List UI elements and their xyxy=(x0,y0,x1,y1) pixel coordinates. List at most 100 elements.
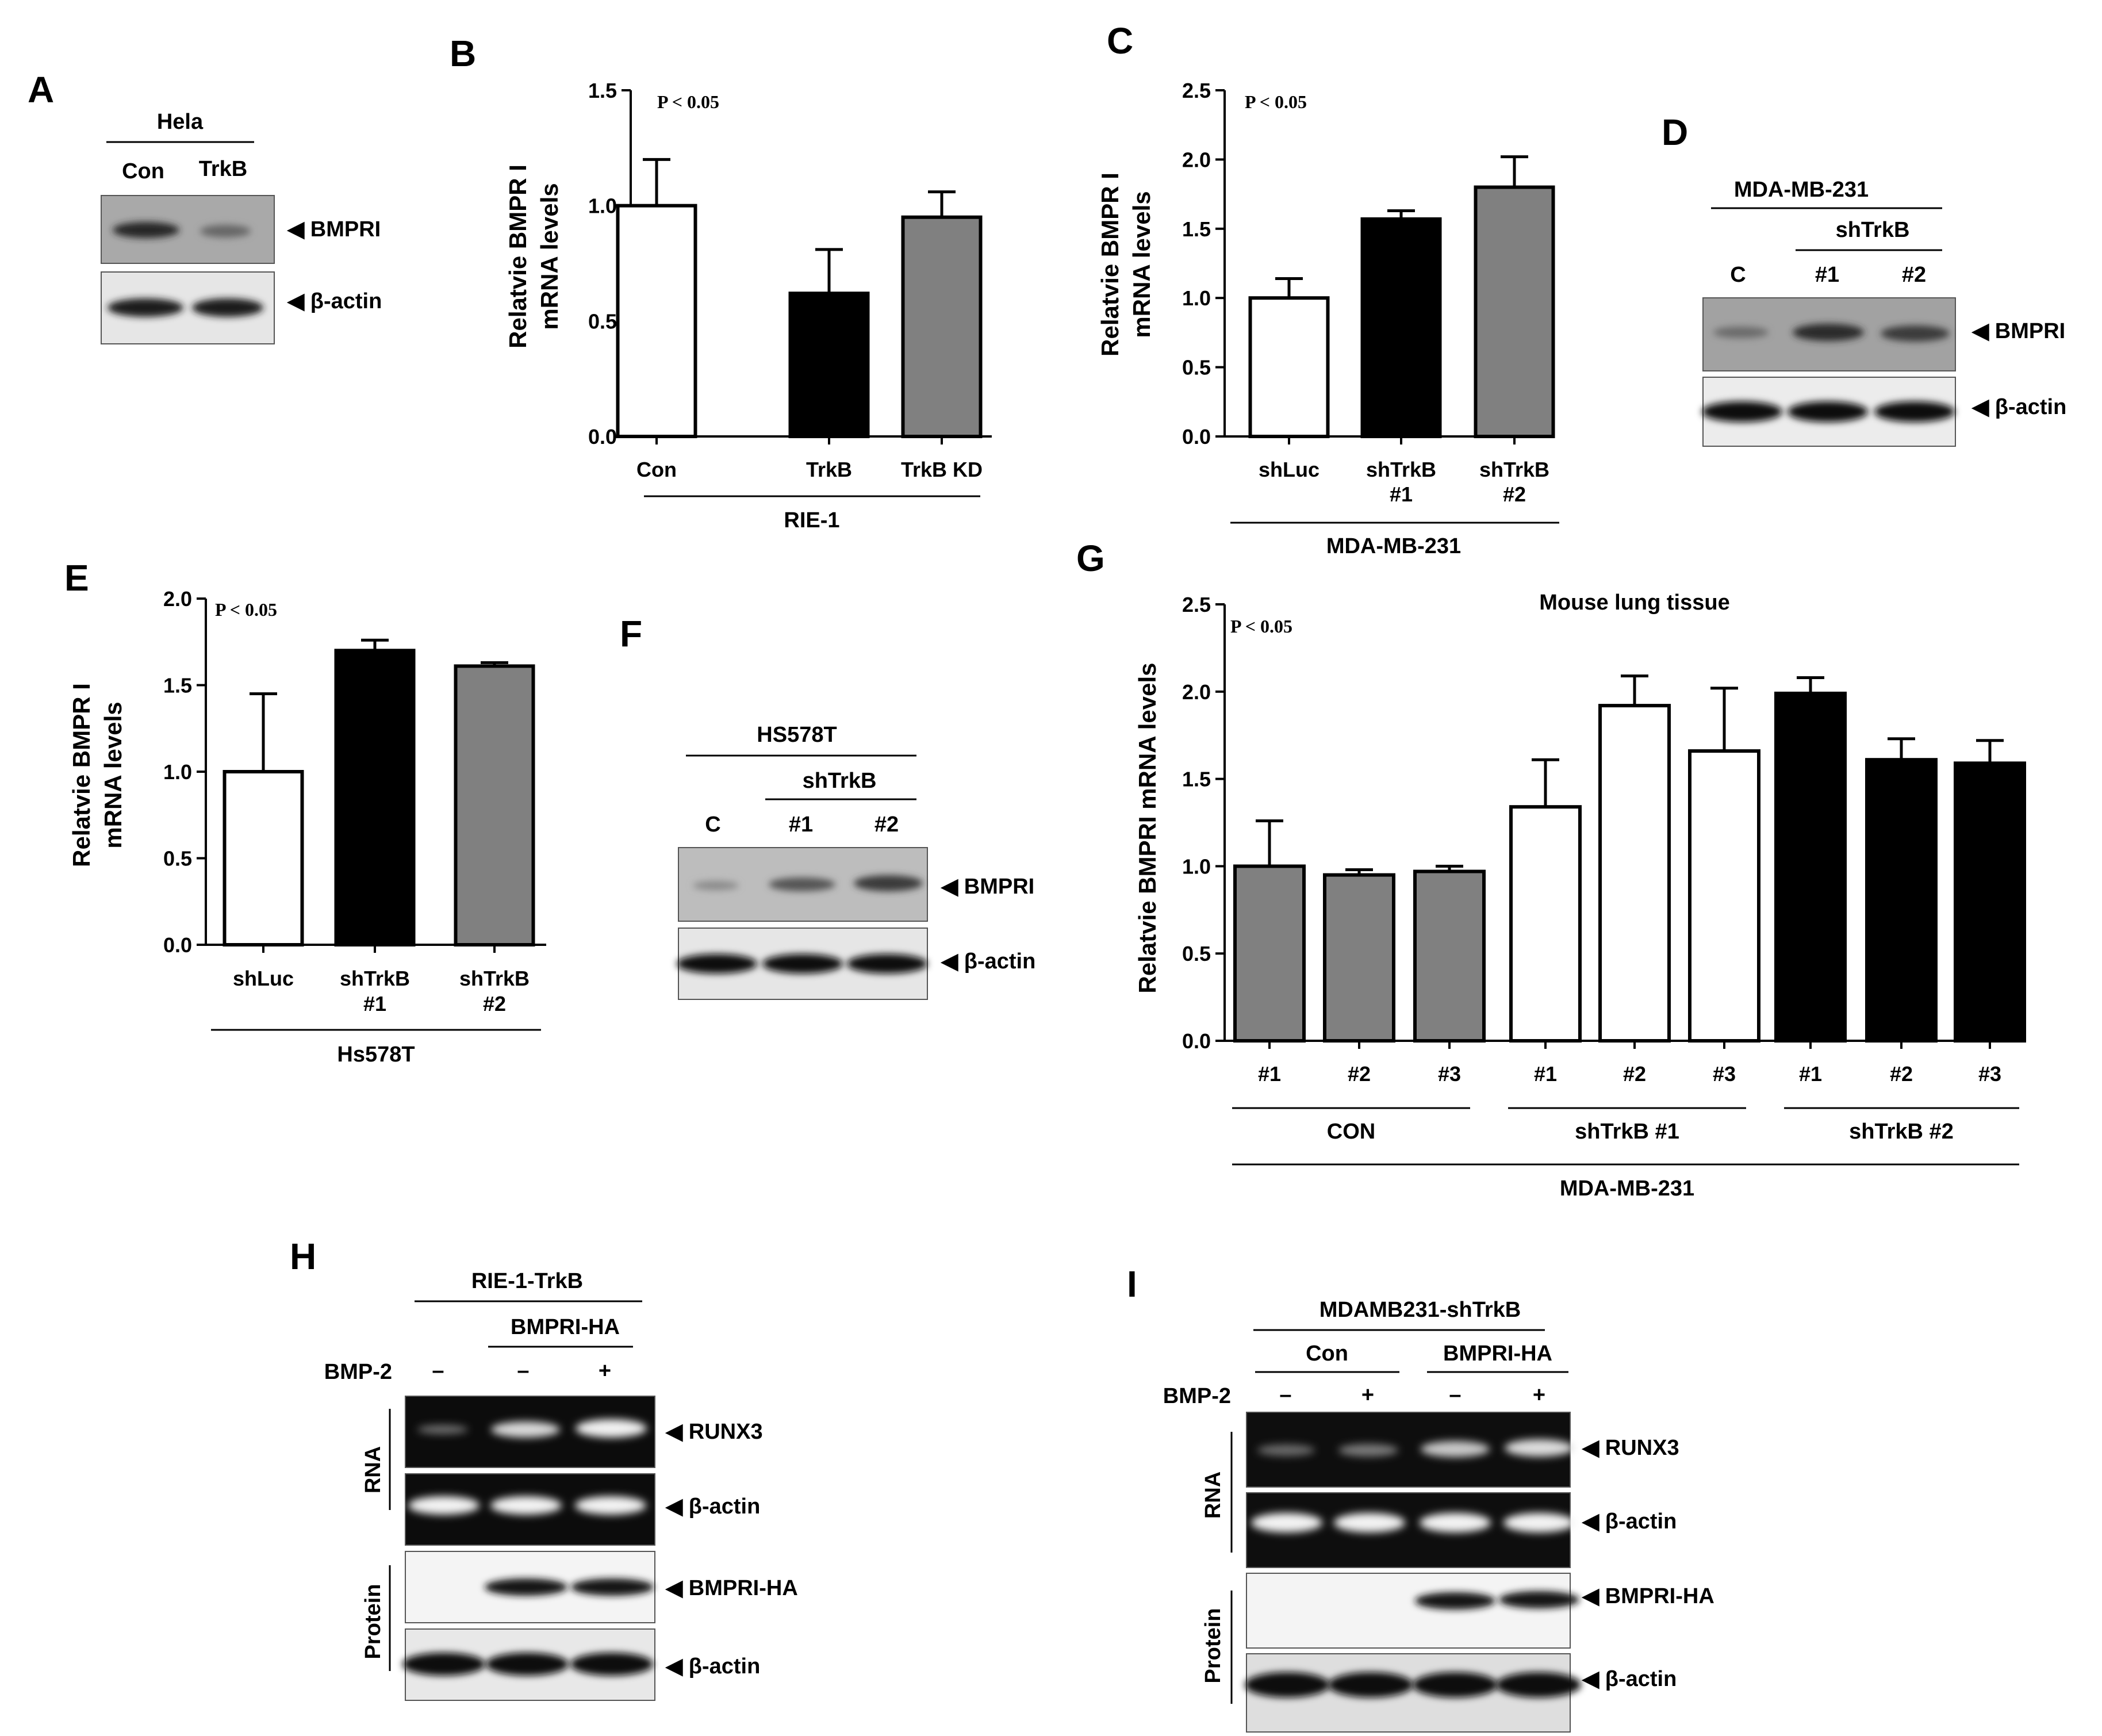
lane-label-f-1: C xyxy=(705,813,720,837)
bar-e xyxy=(454,664,535,946)
treatment-label-d: shTrkB xyxy=(1836,218,1910,242)
x-tick-label-e: shTrkB xyxy=(340,967,410,990)
panel-label-g: G xyxy=(1076,538,1105,579)
sign-h-2: – xyxy=(517,1359,529,1383)
x-tick-label-g: #1 xyxy=(1799,1062,1822,1086)
outer-label-g: MDA-MB-231 xyxy=(1560,1177,1694,1201)
band-label-bmpri-ha-i: ◀ BMPRI-HA xyxy=(1581,1584,1714,1608)
panel-h: H RIE-1-TrkB BMPRI-HA BMP-2 – – + RNA Pr… xyxy=(290,1236,798,1701)
y-tick-label-e: 1.5 xyxy=(163,674,192,698)
blot-bmpri-a xyxy=(101,195,275,264)
y-axis-label-c-1: Relatvie BMPR I xyxy=(1096,173,1123,357)
sign-i-3: – xyxy=(1449,1383,1461,1407)
x-tick-label-b: TrkB KD xyxy=(901,458,983,481)
chart-b: 0.0 0.5 1.0 1.5 Con TrkB TrkB KD xyxy=(588,79,992,481)
gel-actin-rna-h xyxy=(405,1473,655,1546)
panel-g: G Mouse lung tissue 0.0 0.5 1.0 1.5 2.0 2.5 #1… xyxy=(1076,538,2026,1201)
panel-label-i: I xyxy=(1127,1263,1137,1305)
x-tick-label-c: #2 xyxy=(1503,482,1526,506)
pvalue-c: P < 0.05 xyxy=(1245,91,1307,112)
y-tick-label-c: 0.0 xyxy=(1182,425,1211,449)
y-tick-label-e: 0.0 xyxy=(163,933,192,957)
panel-d: D MDA-MB-231 shTrkB C #1 #2 ◀ BMPRI ◀ β-… xyxy=(1662,112,2066,447)
panel-i: I MDAMB231-shTrkB Con BMPRI-HA BMP-2 – +… xyxy=(1127,1263,1714,1733)
band-label-runx3-h: ◀ RUNX3 xyxy=(665,1420,763,1444)
x-tick-label-b: Con xyxy=(636,458,677,481)
y-tick-label-g: 1.5 xyxy=(1182,768,1211,791)
cell-line-label: Hela xyxy=(157,110,204,134)
chart-title-g: Mouse lung tissue xyxy=(1539,591,1729,615)
panel-label-h: H xyxy=(290,1236,316,1277)
group-label-e: Hs578T xyxy=(337,1043,415,1067)
y-tick-label-c: 0.5 xyxy=(1182,356,1211,380)
y-axis-label-b-1: Relatvie BMPR I xyxy=(504,164,531,348)
y-tick-label-c: 2.5 xyxy=(1182,79,1211,102)
group-label-g-3: shTrkB #2 xyxy=(1849,1120,1954,1144)
band-label-actin-a: ◀ β-actin xyxy=(286,289,382,313)
cell-line-label-i: MDAMB231-shTrkB xyxy=(1319,1298,1521,1322)
protein-label-i: Protein xyxy=(1201,1608,1225,1684)
cell-line-label-h: RIE-1-TrkB xyxy=(471,1269,583,1293)
pvalue-e: P < 0.05 xyxy=(215,599,277,620)
group-label-g-1: CON xyxy=(1327,1120,1375,1144)
x-tick-label-c: shLuc xyxy=(1259,458,1319,481)
blot-actin-a xyxy=(101,271,275,344)
blot-actin-protein-i xyxy=(1245,1653,1581,1733)
y-axis-label-b-2: mRNA levels xyxy=(536,183,563,329)
x-tick-label-e: shTrkB xyxy=(459,967,530,990)
treatment-label-h: BMP-2 xyxy=(324,1360,392,1384)
y-axis-label-c-2: mRNA levels xyxy=(1128,191,1155,338)
gel-actin-rna-i xyxy=(1246,1492,1575,1568)
band-label-actin-rna-h: ◀ β-actin xyxy=(665,1494,760,1519)
y-tick-label-c: 1.0 xyxy=(1182,286,1211,310)
x-tick-label-e: #1 xyxy=(363,992,386,1015)
bar-e xyxy=(223,770,304,946)
band-label-runx3-i: ◀ RUNX3 xyxy=(1581,1436,1679,1460)
treatment-label-f: shTrkB xyxy=(803,769,877,793)
y-axis-label-e-1: Relatvie BMPR I xyxy=(68,683,95,867)
group-label-c: MDA-MB-231 xyxy=(1326,534,1461,558)
bar-c xyxy=(1474,185,1555,438)
y-tick-label-b: 1.5 xyxy=(588,79,617,102)
y-tick-label-c: 1.5 xyxy=(1182,217,1211,241)
band-label-actin-protein-i: ◀ β-actin xyxy=(1581,1667,1677,1691)
sign-h-3: + xyxy=(599,1359,611,1383)
y-tick-label-g: 0.0 xyxy=(1182,1029,1211,1053)
sign-i-2: + xyxy=(1361,1383,1374,1407)
x-tick-label-c: shTrkB xyxy=(1366,458,1436,481)
lane-label-con: Con xyxy=(122,159,164,183)
x-tick-label-b: TrkB xyxy=(806,458,852,481)
blot-bmpri-ha-i xyxy=(1246,1573,1579,1649)
bar-g xyxy=(1323,873,1395,1043)
y-tick-label-e: 2.0 xyxy=(163,587,192,611)
bar-g xyxy=(1233,864,1306,1043)
bar-g xyxy=(1688,749,1760,1043)
y-tick-label-g: 1.0 xyxy=(1182,854,1211,878)
x-tick-label-g: #3 xyxy=(1978,1062,2001,1086)
blot-bmpri-f xyxy=(678,847,928,922)
x-tick-label-g: #1 xyxy=(1258,1062,1281,1086)
x-tick-label-g: #2 xyxy=(1348,1062,1371,1086)
bar-b xyxy=(901,215,983,438)
panel-b: B 0.0 0.5 1.0 1.5 Con TrkB TrkB KD Relatvie BM… xyxy=(450,33,992,532)
y-axis-label-g: Relatvie BMPRI mRNA levels xyxy=(1134,663,1161,994)
pvalue-g: P < 0.05 xyxy=(1230,616,1292,637)
y-tick-label-e: 0.5 xyxy=(163,847,192,871)
y-tick-label-b: 1.0 xyxy=(588,194,617,218)
sign-i-1: – xyxy=(1279,1383,1291,1407)
lane-label-trkb: TrkB xyxy=(199,157,247,181)
blot-actin-d xyxy=(1702,377,1956,447)
y-tick-label-e: 1.0 xyxy=(163,760,192,784)
lane-label-d-1: C xyxy=(1730,263,1746,287)
x-tick-label-c: #1 xyxy=(1390,482,1413,506)
blot-actin-protein-h xyxy=(402,1628,655,1701)
panel-label-b: B xyxy=(450,33,476,74)
treatment-label-i: BMP-2 xyxy=(1163,1384,1231,1408)
x-tick-label-g: #2 xyxy=(1890,1062,1913,1086)
gel-runx3-i xyxy=(1246,1412,1574,1488)
chart-g: 0.0 0.5 1.0 1.5 2.0 2.5 #1 #2 #3 #1 #2 #3 #1 #2 #3 xyxy=(1182,593,2026,1086)
